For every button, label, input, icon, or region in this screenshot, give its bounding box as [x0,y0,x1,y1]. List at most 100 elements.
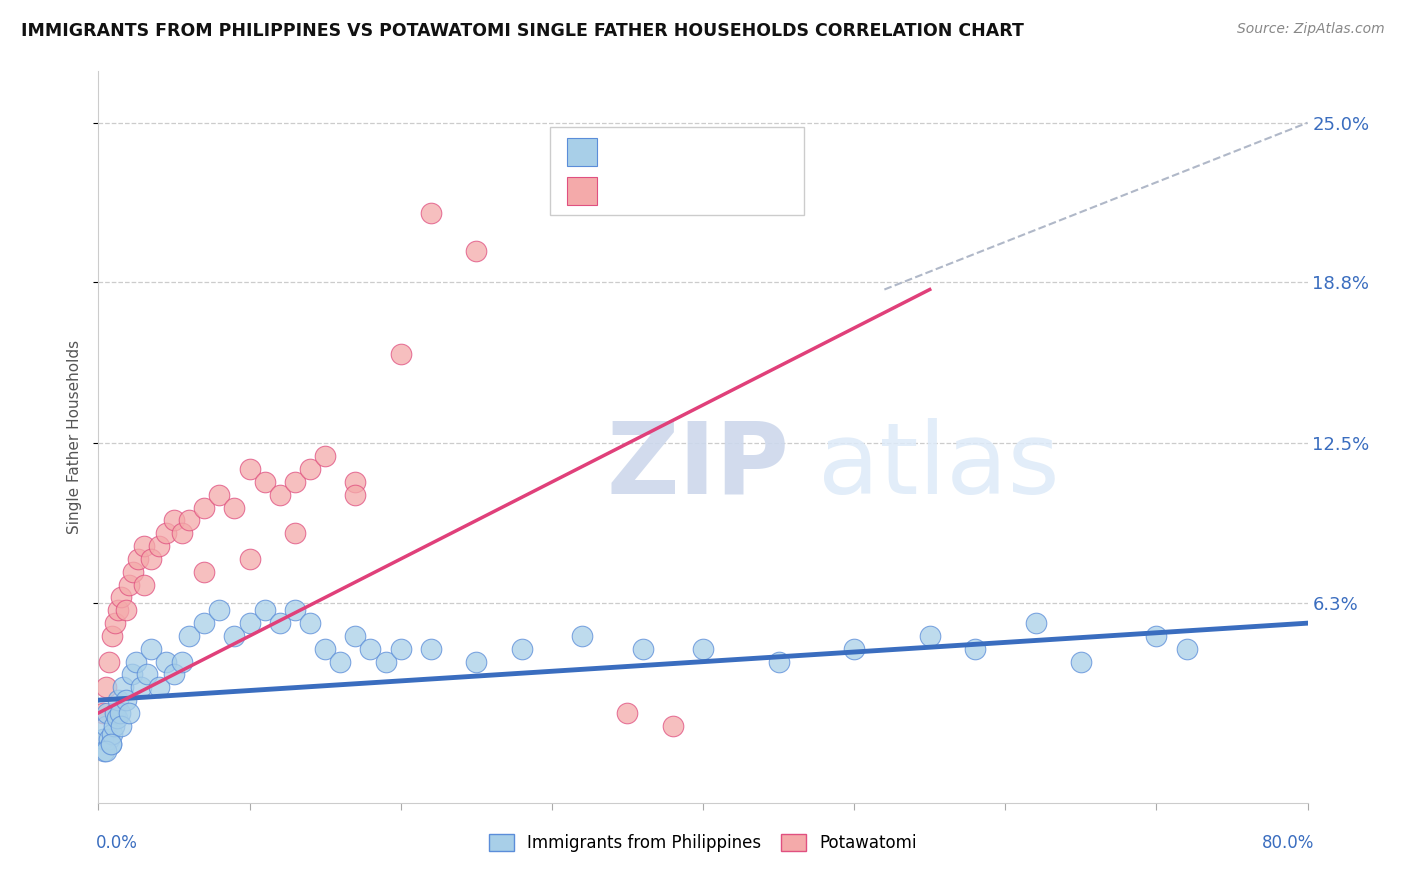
Point [111,681,134,695]
Point [193,500,215,515]
Point [179,514,201,528]
Point [631,641,654,656]
Point [918,629,941,643]
Point [193,565,215,579]
Text: 0.166: 0.166 [633,143,685,161]
Point [170,655,193,669]
Point [114,693,136,707]
Point [110,719,132,733]
Y-axis label: Single Father Households: Single Father Households [67,340,83,534]
Point [284,526,307,541]
Point [94,681,117,695]
Point [101,726,124,740]
Point [1175,641,1198,656]
Text: 0.0%: 0.0% [96,834,138,852]
Point [107,603,129,617]
Point [100,737,122,751]
Point [193,616,215,631]
Point [420,641,443,656]
Point [118,577,141,591]
Point [108,706,131,720]
Point [114,603,136,617]
Text: 38: 38 [697,182,721,200]
Text: N =: N = [669,182,707,200]
Text: R =: R = [602,143,638,161]
Text: N =: N = [669,143,707,161]
Point [329,655,352,669]
Text: atlas: atlas [818,417,1060,515]
Point [132,577,155,591]
Point [269,488,291,502]
Point [98,655,121,669]
Point [465,655,488,669]
Point [239,552,262,566]
Point [239,462,262,476]
Point [314,641,336,656]
Point [465,244,488,258]
Point [269,616,291,631]
Point [253,475,276,489]
Point [299,616,322,631]
Point [148,681,170,695]
Point [360,641,382,656]
Point [148,539,170,553]
Point [118,706,141,720]
Text: 56: 56 [697,143,721,161]
Point [253,603,276,617]
Point [374,655,396,669]
Point [98,731,121,746]
Point [141,641,163,656]
Point [208,488,231,502]
Point [110,591,132,605]
Point [104,706,127,720]
Point [94,719,117,733]
Text: Source: ZipAtlas.com: Source: ZipAtlas.com [1237,22,1385,37]
Point [155,655,177,669]
Point [104,616,127,631]
Point [844,641,866,656]
Point [94,744,117,758]
Legend: Immigrants from Philippines, Potawatomi: Immigrants from Philippines, Potawatomi [481,825,925,860]
Point [420,205,443,219]
Point [1070,655,1092,669]
Point [208,603,231,617]
Point [179,629,201,643]
Text: ZIP: ZIP [606,417,789,515]
Point [344,629,367,643]
Point [965,641,987,656]
Point [510,641,533,656]
Point [344,488,367,502]
Point [91,706,114,720]
Point [121,667,143,681]
Point [163,514,186,528]
Point [389,346,412,360]
Point [1146,629,1168,643]
Point [132,539,155,553]
Point [344,475,367,489]
Point [1024,616,1046,631]
Point [224,629,246,643]
Point [571,629,593,643]
Point [314,450,336,464]
Text: R =: R = [602,182,638,200]
Point [107,693,129,707]
Point [170,526,193,541]
Point [96,706,118,720]
Point [616,706,638,720]
Point [101,629,124,643]
Text: 0.754: 0.754 [633,182,685,200]
Point [93,744,115,758]
Point [125,655,148,669]
Point [135,667,157,681]
Point [122,565,145,579]
Point [299,462,322,476]
Point [155,526,177,541]
Point [224,500,246,515]
Point [129,681,152,695]
Point [141,552,163,566]
Point [284,603,307,617]
Point [100,737,122,751]
Point [661,719,683,733]
Point [239,616,262,631]
Point [105,711,128,725]
